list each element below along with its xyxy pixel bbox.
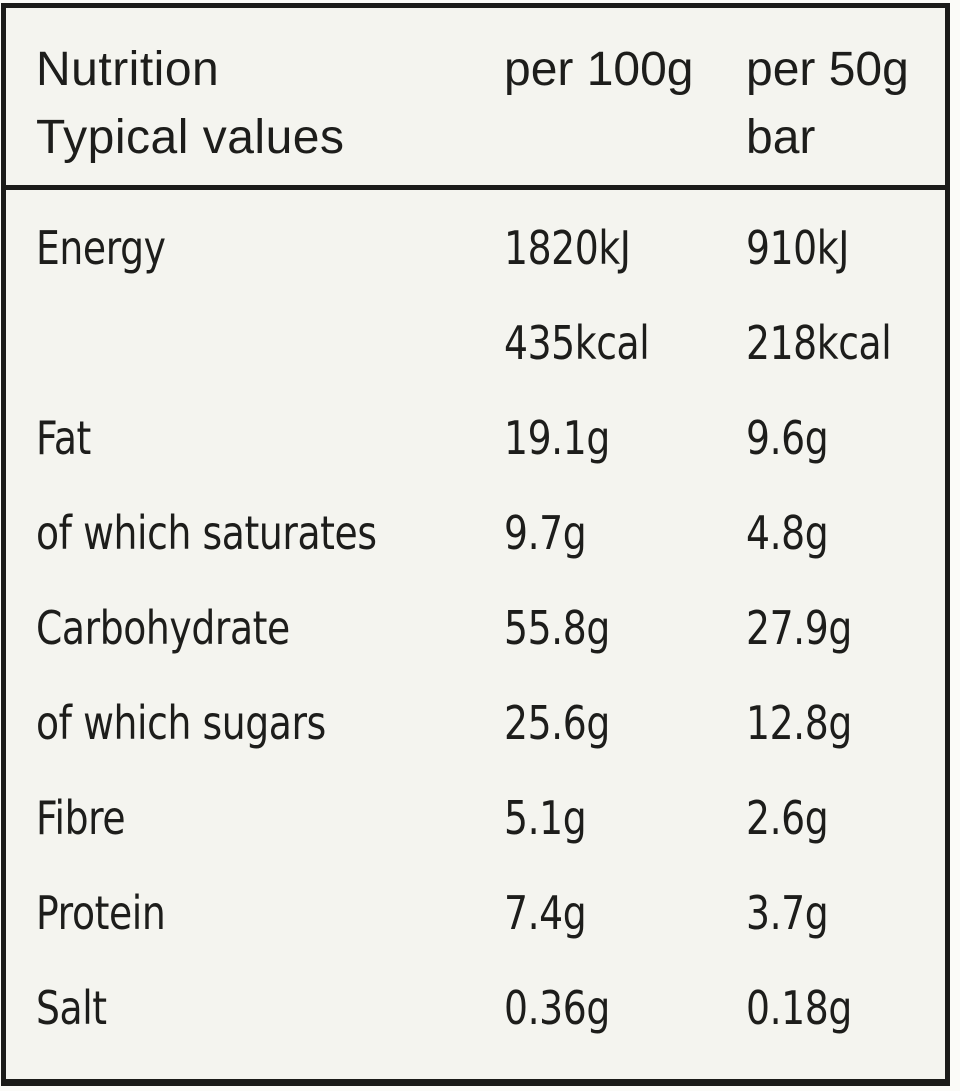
column-header-per-50g-line2: bar: [746, 111, 816, 164]
header-title-line1: Nutrition: [36, 43, 220, 96]
value-per-100g: 435kcal: [504, 315, 650, 370]
nutrient-name: Fibre: [36, 790, 126, 845]
value-per-50g: 27.9g: [746, 600, 852, 655]
table-row-saturates: of which saturates 9.7g 4.8g: [36, 485, 935, 580]
nutrition-label: Nutrition Typical values per 100g per 50…: [1, 3, 950, 1086]
table-row-protein: Protein 7.4g 3.7g: [36, 865, 935, 960]
table-row-fibre: Fibre 5.1g 2.6g: [36, 770, 935, 865]
value-per-100g: 5.1g: [504, 790, 587, 845]
value-per-50g: 12.8g: [746, 695, 852, 750]
table-row-fat: Fat 19.1g 9.6g: [36, 390, 935, 485]
column-header-per-50g-bar: per 50g bar: [746, 36, 935, 185]
value-per-100g: 55.8g: [504, 600, 610, 655]
value-per-50g: 9.6g: [746, 410, 829, 465]
value-per-100g: 9.7g: [504, 505, 587, 560]
value-per-50g: 4.8g: [746, 505, 829, 560]
value-per-50g: 218kcal: [746, 315, 892, 370]
nutrient-name: Energy: [36, 220, 166, 275]
value-per-100g: 25.6g: [504, 695, 610, 750]
nutrient-name: of which saturates: [36, 505, 377, 560]
nutrition-header: Nutrition Typical values per 100g per 50…: [6, 8, 945, 190]
value-per-50g: 0.18g: [746, 980, 852, 1035]
value-per-100g: 1820kJ: [504, 220, 631, 275]
value-per-100g: 0.36g: [504, 980, 610, 1035]
nutrient-name: Carbohydrate: [36, 600, 290, 655]
nutrient-name: Salt: [36, 980, 107, 1035]
nutrition-table-body: Energy 1820kJ 910kJ 435kcal 218kcal Fat …: [6, 190, 945, 1055]
value-per-50g: 2.6g: [746, 790, 829, 845]
value-per-100g: 7.4g: [504, 885, 587, 940]
nutrient-name: of which sugars: [36, 695, 326, 750]
column-header-per-100g: per 100g: [504, 43, 694, 96]
header-title-line2: Typical values: [36, 111, 345, 164]
value-per-50g: 910kJ: [746, 220, 849, 275]
table-row-sugars: of which sugars 25.6g 12.8g: [36, 675, 935, 770]
header-title: Nutrition Typical values: [36, 36, 504, 185]
value-per-50g: 3.7g: [746, 885, 829, 940]
table-row-energy: Energy 1820kJ 910kJ: [36, 200, 935, 295]
table-row-energy-kcal: 435kcal 218kcal: [36, 295, 935, 390]
table-row-salt: Salt 0.36g 0.18g: [36, 960, 935, 1055]
nutrient-name: Protein: [36, 885, 166, 940]
nutrient-name: Fat: [36, 410, 91, 465]
value-per-100g: 19.1g: [504, 410, 610, 465]
column-header-per-50g-line1: per 50g: [746, 43, 909, 96]
table-row-carbohydrate: Carbohydrate 55.8g 27.9g: [36, 580, 935, 675]
